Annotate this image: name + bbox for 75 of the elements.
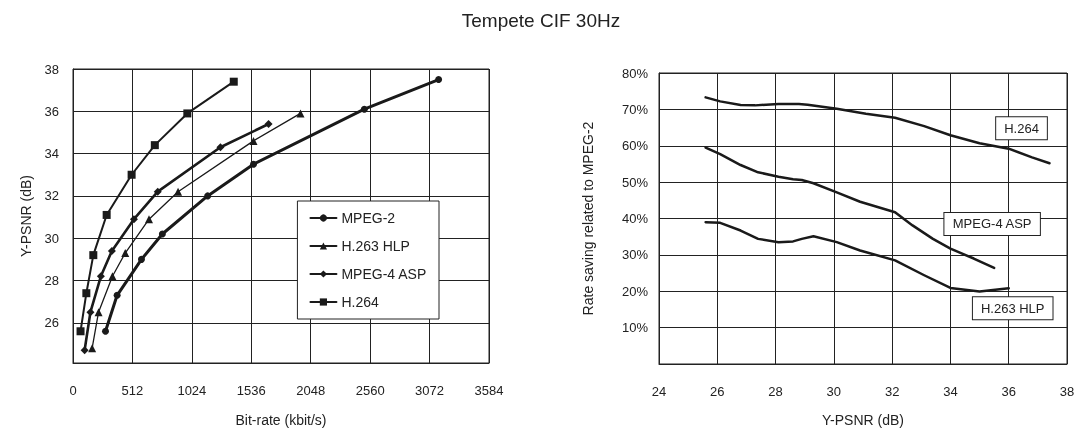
- point: [145, 215, 154, 224]
- y-tick-label: 60%: [621, 138, 649, 154]
- series-label: H.263 HLP: [980, 300, 1045, 316]
- series-label: MPEG-4 ASP: [952, 216, 1032, 232]
- x-tick-label: 24: [651, 384, 667, 399]
- point: [89, 251, 98, 260]
- y-tick-label: 30%: [621, 247, 649, 263]
- point: [88, 344, 97, 353]
- point: [150, 141, 159, 150]
- x-tick-label: 3584: [474, 383, 504, 398]
- point: [183, 109, 192, 118]
- point: [102, 327, 109, 335]
- legend-label: MPEG-4 ASP: [341, 266, 427, 282]
- x-tick-label: 0: [69, 383, 77, 398]
- x-tick-label: 38: [1059, 384, 1075, 399]
- x-tick-label: 28: [768, 384, 783, 399]
- x-tick-label: 3072: [415, 383, 445, 398]
- point: [76, 327, 85, 336]
- point: [80, 346, 89, 355]
- y-tick-label: 30: [44, 230, 59, 246]
- x-tick-label: 26: [710, 384, 725, 399]
- point: [121, 249, 130, 258]
- point: [250, 160, 257, 168]
- x-axis-title: Y-PSNR (dB): [822, 412, 904, 428]
- legend-label: H.263 HLP: [341, 238, 410, 254]
- legend-label: MPEG-2: [341, 210, 396, 226]
- point: [107, 246, 116, 255]
- y-tick-label: 20%: [621, 283, 649, 299]
- point: [127, 170, 136, 179]
- point: [216, 143, 225, 152]
- y-tick-label: 38: [44, 61, 59, 77]
- x-tick-label: 2048: [296, 383, 326, 398]
- point: [82, 289, 91, 298]
- point: [296, 109, 305, 118]
- y-tick-label: 80%: [621, 65, 649, 81]
- point: [113, 291, 121, 299]
- point: [86, 308, 95, 317]
- y-tick-label: 32: [44, 188, 59, 204]
- point: [229, 77, 238, 86]
- y-tick-label: 40%: [621, 211, 649, 226]
- point: [158, 230, 166, 238]
- point: [108, 272, 117, 281]
- y-axis-title: Rate saving related to MPEG-2: [580, 121, 596, 316]
- point: [204, 192, 212, 200]
- x-tick-label: 1536: [236, 383, 266, 398]
- point: [174, 187, 183, 196]
- series-label: H.264: [1004, 120, 1039, 136]
- y-tick-label: 28: [44, 273, 59, 289]
- x-tick-label: 34: [943, 384, 958, 399]
- point: [435, 76, 443, 84]
- point: [129, 215, 138, 224]
- point: [153, 187, 162, 196]
- x-tick-label: 32: [884, 384, 900, 399]
- point: [137, 255, 145, 263]
- y-axis-title: Y-PSNR (dB): [18, 175, 34, 257]
- y-tick-label: 50%: [621, 174, 649, 190]
- point: [264, 119, 273, 128]
- y-tick-label: 34: [44, 146, 59, 162]
- x-axis-title: Bit-rate (kbit/s): [235, 412, 327, 428]
- x-tick-label: 2560: [355, 383, 385, 398]
- y-tick-label: 26: [44, 315, 59, 331]
- point: [96, 272, 105, 281]
- y-tick-label: 36: [44, 103, 59, 119]
- legend-label: H.264: [341, 294, 379, 310]
- point: [249, 136, 258, 145]
- y-tick-label: 70%: [621, 101, 649, 117]
- x-tick-label: 1024: [177, 383, 207, 398]
- y-tick-label: 10%: [621, 320, 649, 336]
- text: Tempete CIF 30Hz: [460, 9, 622, 33]
- x-tick-label: 36: [1001, 384, 1016, 399]
- x-tick-label: 512: [121, 383, 144, 398]
- x-tick-label: 30: [826, 384, 842, 399]
- point: [360, 105, 368, 113]
- point: [94, 308, 103, 317]
- point: [102, 210, 111, 219]
